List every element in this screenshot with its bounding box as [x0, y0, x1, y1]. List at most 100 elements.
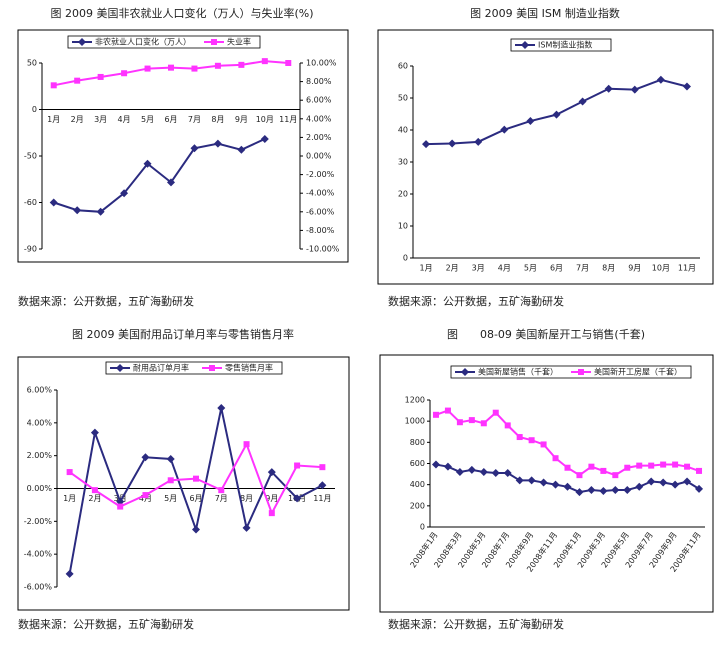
marker	[260, 134, 269, 143]
y2-tick-label: 4.00%	[306, 114, 332, 123]
marker	[480, 420, 487, 427]
marker	[65, 569, 74, 578]
marker	[285, 60, 292, 66]
marker	[656, 75, 665, 84]
marker	[211, 39, 217, 45]
y2-tick-label: -8.00%	[306, 226, 335, 235]
marker	[120, 189, 129, 198]
marker	[78, 38, 86, 46]
x-tick-label: 5月	[524, 264, 537, 273]
marker	[141, 453, 150, 462]
x-tick-label: 9月	[265, 494, 278, 503]
marker	[528, 437, 535, 444]
marker	[503, 469, 512, 478]
marker	[214, 62, 221, 69]
y-tick-label: 2.00%	[27, 451, 53, 460]
marker	[611, 485, 620, 494]
marker	[267, 468, 276, 477]
marker	[468, 417, 475, 424]
y-tick-label: 20	[398, 190, 408, 199]
y-tick-label: -6.00%	[24, 583, 53, 592]
marker	[455, 467, 464, 476]
marker	[261, 58, 268, 65]
legend-label: 失业率	[227, 37, 251, 47]
marker	[504, 422, 511, 429]
x-tick-label: 5月	[141, 115, 154, 124]
x-tick-label: 3月	[472, 264, 485, 273]
marker	[623, 485, 632, 494]
marker	[268, 510, 275, 517]
series-line	[53, 138, 266, 213]
marker	[431, 460, 440, 469]
marker	[116, 364, 124, 372]
legend: 非农就业人口变化（万人） 失业率	[67, 35, 261, 49]
y-tick-label: 800	[410, 438, 425, 447]
marker	[552, 110, 561, 119]
marker	[74, 77, 81, 84]
x-tick-label: 5月	[164, 494, 177, 503]
x-tick-label: 9月	[628, 264, 641, 273]
marker	[624, 464, 631, 471]
y-tick-label: 0.00%	[27, 484, 53, 493]
y-tick-label: 0	[403, 254, 408, 263]
marker	[474, 137, 483, 146]
source-note: 数据来源：公开数据，五矿海勤研发	[388, 294, 564, 308]
marker	[318, 481, 327, 490]
y-tick-label: -2.00%	[24, 517, 53, 526]
marker	[515, 476, 524, 485]
marker	[672, 461, 679, 468]
marker	[97, 73, 104, 80]
marker	[243, 441, 250, 448]
chart-title: 图 08-09 美国新屋开工与销售(千套)	[447, 327, 645, 341]
x-tick-label: 3月	[94, 115, 107, 124]
marker	[635, 482, 644, 491]
marker	[527, 476, 536, 485]
marker	[91, 487, 98, 494]
marker	[166, 454, 175, 463]
marker	[578, 369, 584, 375]
marker	[49, 198, 58, 207]
marker	[192, 525, 200, 534]
x-tick-label: 10月	[256, 115, 274, 124]
marker	[563, 482, 572, 491]
x-tick-label: 8月	[602, 264, 615, 273]
legend-label: 零售销售月率	[225, 363, 273, 373]
marker	[684, 463, 691, 470]
y2-tick-label: -6.00%	[306, 207, 335, 216]
legend-label: 美国新屋销售（千套）	[478, 367, 558, 377]
marker	[521, 41, 529, 49]
marker	[142, 492, 149, 499]
marker	[96, 207, 105, 216]
marker	[539, 478, 548, 487]
x-tick-label: 7月	[576, 264, 589, 273]
marker	[143, 159, 152, 168]
marker	[467, 465, 476, 474]
x-tick-label: 6月	[164, 115, 177, 124]
legend-box	[105, 361, 283, 375]
marker	[576, 472, 583, 479]
y-tick-label: 0	[32, 105, 37, 114]
x-tick-label: 4月	[118, 115, 131, 124]
chart-frame	[17, 356, 350, 611]
marker	[575, 488, 584, 497]
marker	[66, 469, 73, 476]
marker	[237, 145, 246, 154]
marker	[242, 523, 251, 532]
marker	[209, 365, 215, 371]
x-tick-label: 9月	[235, 115, 248, 124]
marker	[432, 411, 439, 418]
y2-tick-label: -2.00%	[306, 170, 335, 179]
y2-tick-label: 6.00%	[306, 96, 332, 105]
x-tick-label: 8月	[240, 494, 253, 503]
y-tick-label: 6.00%	[27, 386, 53, 395]
y-tick-label: 0	[420, 523, 425, 532]
marker	[238, 61, 245, 68]
marker	[648, 462, 655, 469]
marker	[600, 467, 607, 474]
chart-frame	[17, 29, 349, 263]
marker	[479, 467, 488, 476]
chart-title: 图 2009 美国 ISM 制造业指数	[470, 6, 620, 20]
y-tick-label: -60	[24, 198, 37, 207]
marker	[218, 487, 225, 494]
marker	[491, 469, 500, 478]
